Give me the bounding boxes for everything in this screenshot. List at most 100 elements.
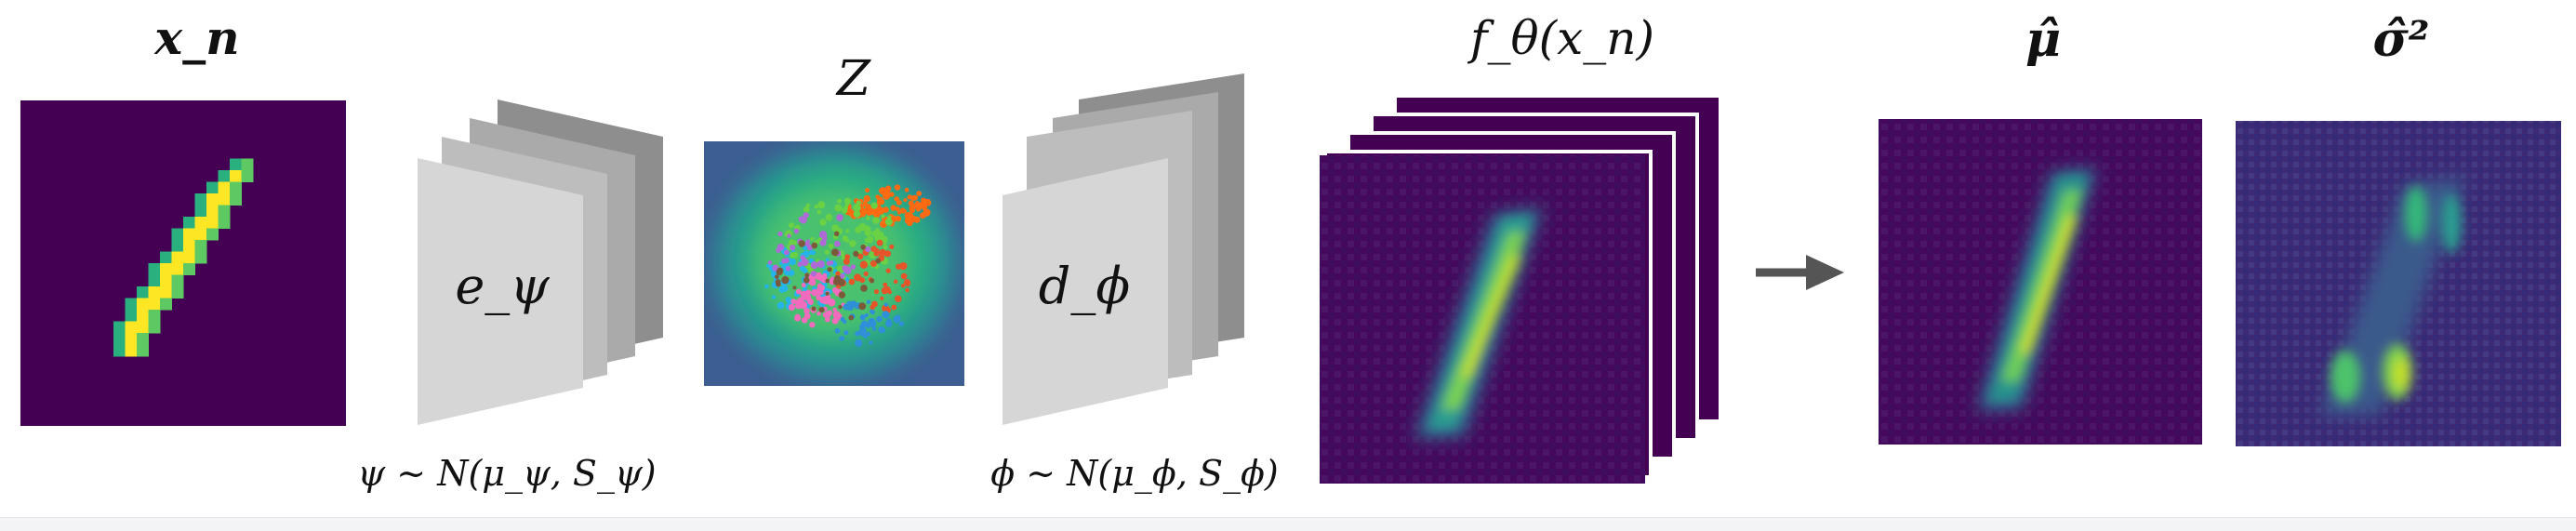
digit-pixel (183, 217, 195, 229)
digit-pixel (160, 274, 172, 287)
latent-point (870, 278, 875, 284)
digit-pixel (171, 286, 184, 299)
latent-point (839, 273, 845, 279)
latent-point (803, 212, 809, 219)
latent-point (819, 219, 827, 226)
digit-pixel (194, 251, 207, 264)
latent-point (853, 204, 861, 212)
latent-point (795, 288, 802, 295)
latent-point (859, 260, 869, 269)
decoder-prior-label: ϕ ∼ N(μ_ϕ, S_ϕ) (990, 453, 1279, 495)
latent-point (828, 298, 832, 303)
latent-point (916, 191, 923, 196)
digit-pixel (194, 205, 207, 218)
decoder-label: d_ϕ (1039, 257, 1130, 315)
latent-point (805, 239, 810, 245)
latent-point (877, 232, 882, 236)
digit-pixel (171, 274, 184, 287)
latent-point (870, 202, 878, 209)
latent-point (833, 231, 840, 237)
latent-point (832, 307, 837, 312)
digit-pixel (206, 181, 219, 194)
latent-point (856, 200, 861, 206)
latent-point (788, 222, 795, 229)
latent-point (844, 254, 851, 260)
latent-point (843, 330, 849, 336)
latent-point (784, 261, 790, 268)
latent-point (834, 204, 843, 212)
latent-point (793, 228, 800, 234)
digit-pixel (148, 286, 161, 299)
latent-point (855, 331, 860, 337)
digit-pixel (148, 298, 161, 311)
digit-pixel (230, 170, 242, 182)
latent-point (790, 245, 796, 251)
latent-point (824, 249, 830, 255)
latent-point (866, 299, 871, 305)
latent-point (788, 269, 795, 277)
output-front-sample (1320, 155, 1645, 484)
decoder-layer-front (1003, 158, 1168, 425)
latent-point (863, 271, 869, 277)
latent-point (865, 204, 871, 210)
mean-label: μ̂ (2025, 11, 2061, 68)
latent-point (859, 314, 866, 321)
latent-point (810, 261, 818, 270)
latent-point (819, 296, 827, 304)
latent-point (883, 207, 887, 212)
latent-point (883, 282, 888, 287)
latent-point (875, 258, 882, 264)
latent-point (766, 263, 771, 268)
latent-point (879, 248, 886, 257)
latent-point (869, 320, 877, 327)
digit-pixel (241, 158, 254, 171)
digit-pixel (194, 193, 207, 206)
output-label: f_θ(x_n) (1467, 11, 1654, 65)
latent-point (781, 258, 787, 264)
latent-point (826, 294, 831, 299)
digit-pixel (230, 193, 242, 206)
digit-pixel (194, 240, 207, 252)
latent-point (865, 246, 871, 253)
digit-pixel (241, 170, 254, 182)
digit-pixel (148, 321, 161, 334)
latent-point (906, 219, 913, 227)
digit-pixel (171, 240, 184, 252)
digit-pixel (230, 158, 242, 171)
latent-point (802, 268, 808, 273)
latent-point (778, 285, 786, 293)
latent-point (798, 216, 805, 223)
latent-point (803, 293, 812, 301)
latent-point (900, 272, 908, 280)
latent-point (824, 316, 830, 323)
latent-point (869, 340, 873, 345)
input-digit-image (20, 100, 346, 426)
latent-point (826, 260, 832, 266)
latent-point (814, 205, 819, 209)
latent-point (808, 249, 814, 255)
latent-point (817, 273, 824, 281)
latent-point (871, 326, 877, 331)
latent-label: Z (835, 51, 871, 107)
digit-pixel (218, 193, 231, 206)
latent-point (905, 281, 910, 286)
latent-point (834, 240, 841, 247)
latent-point (803, 308, 810, 314)
latent-point (846, 303, 855, 312)
encoder-layer-front (418, 158, 583, 425)
digit-pixel (125, 344, 138, 357)
latent-point (884, 218, 893, 226)
digit-pixel (183, 228, 195, 241)
latent-point (921, 197, 926, 204)
digit-pixel (171, 263, 184, 275)
latent-point (873, 288, 880, 295)
output-sample-stack (1320, 94, 1722, 484)
digit-pixel (137, 310, 149, 322)
latent-point (788, 239, 795, 246)
digit-pixel (218, 217, 231, 229)
latent-point (844, 268, 852, 274)
latent-point (891, 304, 897, 311)
digit-pixel (183, 251, 195, 264)
latent-point (798, 240, 805, 247)
